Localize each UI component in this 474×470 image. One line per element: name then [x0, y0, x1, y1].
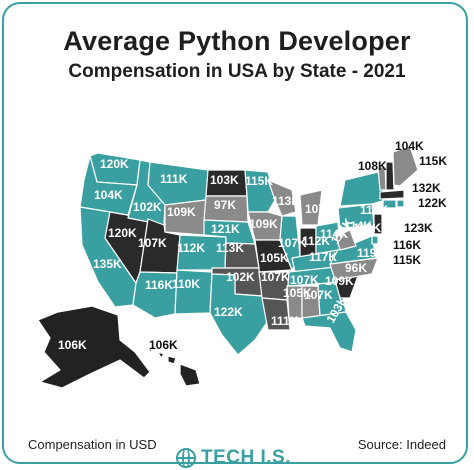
label-louisiana: 111K [271, 314, 299, 328]
state-rhodeisland [396, 199, 405, 208]
state-louisiana [261, 297, 291, 331]
state-virginia [329, 235, 377, 265]
label-hawaii: 106K [149, 338, 178, 352]
label-georgia: 109K [325, 274, 354, 288]
tech-is-logo: TECH I.S. [176, 446, 291, 470]
state-alaska [37, 305, 151, 389]
state-wisconsin [267, 179, 297, 217]
label-massachusetts: 132K [412, 181, 441, 195]
footer-units-note: Compensation in USD [28, 437, 157, 452]
label-kansas: 113K [216, 241, 244, 255]
label-washington: 120K [100, 157, 129, 171]
state-florida [301, 311, 357, 353]
label-iowa: 109K [249, 217, 278, 231]
label-connecticut: 123K [404, 221, 433, 235]
label-indiana: 112K [302, 234, 330, 248]
label-rhode-island: 122K [418, 196, 447, 210]
label-alaska: 106K [58, 338, 87, 352]
state-hawaii [147, 347, 201, 387]
label-pennsylvania: 113K [360, 203, 388, 217]
label-mississippi: 105K [283, 286, 312, 300]
label-kentucky: 117K [309, 250, 337, 264]
label-ohio: 114K [320, 227, 348, 241]
label-north-dakota: 103K [210, 173, 239, 187]
label-wisconsin: 113K [272, 194, 300, 208]
state-texas [209, 273, 271, 356]
label-new-york: 114K [353, 221, 381, 235]
label-oregon: 104K [94, 188, 123, 202]
globe-icon [176, 448, 196, 468]
label-south-carolina: 96K [345, 261, 367, 275]
state-massachusetts [379, 189, 405, 200]
label-new-hampshire: 108K [358, 159, 387, 173]
state-delaware [371, 235, 379, 245]
label-alabama: 107K [304, 288, 333, 302]
label-oklahoma: 102K [226, 270, 255, 284]
label-nebraska: 121K [211, 222, 240, 236]
label-new-jersey: 116K [393, 238, 421, 252]
label-west-virginia: 114K [344, 219, 372, 233]
label-idaho: 102K [133, 200, 162, 214]
state-maine [392, 145, 419, 187]
state-labels: 120K104K135K120K102K111K109K107K116K112K… [58, 139, 447, 352]
logo-text: TECH I.S. [201, 447, 292, 468]
chart-title: Average Python Developer [63, 26, 411, 56]
state-connecticut [382, 199, 397, 209]
state-newhampshire [385, 161, 395, 191]
chart-subtitle: Compensation in USA by State - 2021 [68, 61, 406, 82]
label-colorado: 112K [177, 241, 205, 255]
label-north-carolina: 119K [357, 246, 385, 260]
label-wyoming: 109K [167, 205, 196, 219]
label-texas: 122K [214, 305, 243, 319]
card-frame [2, 2, 468, 464]
label-maine: 115K [419, 154, 447, 168]
state-michigan [299, 189, 323, 226]
label-missouri: 105K [260, 251, 289, 265]
state-newyork [339, 171, 387, 207]
label-utah: 107K [138, 236, 167, 250]
label-vermont: 104K [395, 139, 424, 153]
label-delaware: 115K [393, 253, 421, 267]
label-michigan: 107K [305, 202, 334, 216]
label-south-dakota: 97K [214, 198, 236, 212]
label-minnesota: 115K [245, 174, 273, 188]
label-new-mexico: 110K [172, 277, 200, 291]
label-nevada: 120K [108, 226, 137, 240]
label-montana: 111K [160, 172, 188, 186]
state-newjersey [373, 213, 383, 235]
label-california: 135K [93, 257, 122, 271]
state-westvirginia [335, 229, 357, 251]
label-arizona: 116K [145, 278, 173, 292]
label-arkansas: 107K [261, 270, 290, 284]
label-illinois: 107K [278, 236, 307, 250]
label-tennessee: 107K [290, 273, 319, 287]
footer-source: Source: Indeed [357, 437, 446, 452]
state-shapes [37, 145, 419, 389]
